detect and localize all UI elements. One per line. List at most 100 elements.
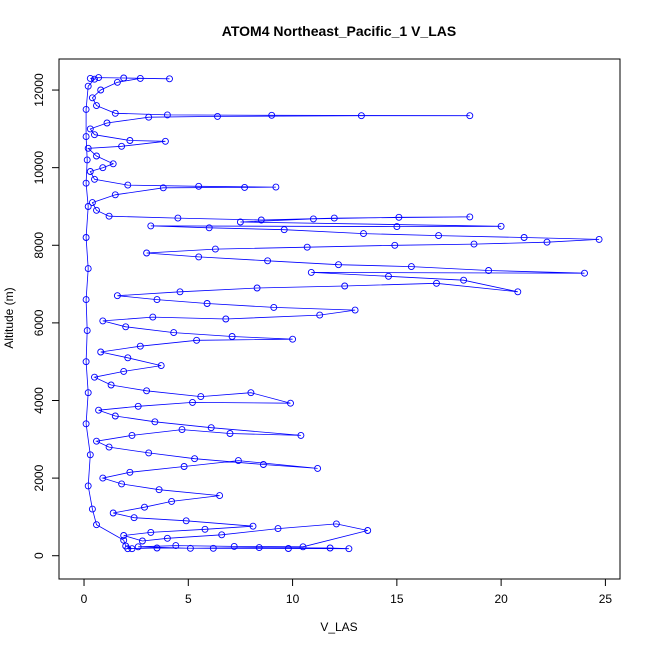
data-point (497, 222, 505, 230)
data-point (105, 212, 113, 220)
data-point (197, 393, 205, 401)
data-point (157, 362, 165, 370)
data-point (460, 276, 468, 284)
data-point (581, 269, 588, 277)
data-point (351, 306, 359, 314)
data-point (120, 367, 128, 375)
data-point (357, 112, 365, 120)
series-line (85, 77, 600, 550)
data-point (543, 238, 551, 246)
y-axis-label: Altitude (m) (2, 287, 16, 348)
data-point (82, 234, 90, 241)
y-tick-label: 2000 (32, 464, 46, 491)
data-point (84, 389, 92, 397)
x-tick-label: 10 (286, 592, 300, 606)
data-point (86, 125, 94, 133)
data-point (341, 282, 349, 290)
data-point (303, 243, 311, 251)
data-point (84, 482, 92, 490)
data-point (191, 455, 199, 463)
data-point (330, 214, 338, 222)
data-point (178, 426, 186, 434)
data-point (514, 288, 522, 296)
data-point (141, 503, 148, 511)
data-point (91, 75, 98, 83)
data-point (166, 75, 173, 83)
data-point (105, 443, 113, 451)
data-point (82, 420, 90, 428)
data-point (264, 257, 272, 265)
data-point (247, 389, 255, 397)
data-point (111, 109, 119, 117)
data-point (186, 544, 194, 552)
data-series (82, 74, 603, 553)
data-point (93, 152, 100, 160)
data-point (216, 492, 224, 500)
data-point (259, 461, 267, 468)
data-point (86, 168, 94, 175)
data-point (136, 342, 144, 350)
data-point (272, 183, 280, 191)
data-point (174, 214, 182, 222)
y-tick-label: 6000 (32, 309, 46, 336)
chart-title: ATOM4 Northeast_Pacific_1 V_LAS (222, 23, 456, 39)
data-point (201, 525, 209, 533)
data-point (360, 230, 367, 238)
data-point (326, 544, 334, 552)
data-point (595, 235, 603, 243)
data-point (253, 284, 261, 292)
data-point (299, 543, 307, 551)
data-point (122, 323, 130, 331)
x-tick-label: 5 (185, 592, 192, 606)
data-point (407, 263, 415, 271)
data-point (126, 137, 134, 144)
data-point (88, 505, 96, 513)
data-point (82, 133, 90, 141)
data-point (99, 164, 107, 172)
x-tick-label: 25 (599, 592, 613, 606)
data-point (226, 430, 234, 437)
data-point (268, 111, 276, 119)
y-tick-label: 10000 (32, 151, 46, 185)
data-point (170, 329, 178, 337)
data-point (280, 226, 288, 234)
data-point (107, 381, 115, 389)
data-point (274, 525, 282, 533)
data-point (153, 296, 161, 304)
data-point (289, 335, 297, 343)
x-tick-label: 15 (390, 592, 404, 606)
data-point (83, 156, 91, 164)
data-point (82, 179, 90, 187)
data-point (241, 183, 249, 191)
data-point (316, 311, 324, 319)
data-point (91, 373, 98, 381)
y-tick-label: 8000 (32, 232, 46, 259)
data-point (151, 418, 159, 426)
plot-frame (58, 58, 621, 580)
data-point (307, 268, 315, 276)
data-point (435, 232, 443, 240)
data-point (138, 537, 146, 545)
x-axis: 0 5 10 15 20 25 (81, 578, 613, 606)
data-point (82, 105, 90, 113)
data-point (84, 265, 92, 273)
data-point (93, 437, 100, 445)
data-point (195, 182, 203, 190)
data-point (118, 480, 126, 488)
data-point (93, 206, 100, 214)
data-point (124, 354, 132, 362)
data-point (91, 131, 98, 139)
data-point (84, 203, 92, 210)
data-point (466, 213, 474, 221)
data-point (393, 223, 401, 231)
data-point (83, 327, 91, 335)
data-point (99, 474, 107, 482)
data-point (91, 175, 98, 183)
data-point (88, 94, 96, 102)
data-point (214, 112, 221, 120)
data-point (153, 544, 161, 552)
data-point (126, 468, 134, 476)
data-point (128, 545, 136, 553)
data-point (284, 545, 292, 552)
data-point (145, 113, 153, 121)
